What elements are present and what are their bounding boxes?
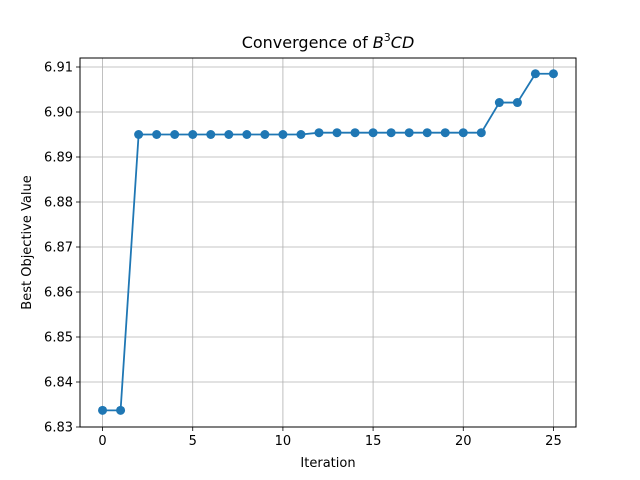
y-tick-label: 6.89	[44, 151, 73, 166]
y-tick-label: 6.86	[44, 286, 73, 301]
x-tick-label: 25	[545, 434, 562, 449]
data-point	[206, 130, 216, 139]
data-point	[494, 98, 504, 108]
y-tick-label: 6.87	[44, 241, 73, 256]
series-line	[102, 72, 554, 412]
data-point	[188, 130, 198, 139]
data-point	[98, 405, 108, 415]
x-tick-label: 10	[275, 434, 292, 449]
data-point	[530, 69, 540, 79]
x-axis-ticks: 0 5 10 15 20 25	[98, 427, 562, 449]
data-point	[242, 130, 252, 139]
x-tick-label: 15	[365, 434, 382, 449]
data-point	[422, 128, 432, 138]
x-tick-label: 5	[189, 434, 197, 449]
x-tick-label: 0	[98, 434, 106, 449]
chart-title: Convergence of B3CD	[242, 31, 415, 52]
data-point	[548, 69, 558, 79]
data-point	[296, 130, 306, 139]
x-axis-label: Iteration	[300, 456, 355, 471]
y-axis-label: Best Objective Value	[20, 175, 35, 309]
data-point	[152, 130, 162, 139]
data-point	[170, 130, 180, 139]
y-tick-label: 6.85	[44, 331, 73, 346]
y-tick-label: 6.90	[44, 106, 73, 121]
grid-lines	[80, 58, 576, 428]
plot-frame	[79, 57, 577, 428]
data-point	[116, 405, 126, 415]
chart-title-text: Convergence of	[242, 33, 373, 52]
data-point	[134, 130, 144, 139]
data-point	[278, 130, 288, 139]
y-axis-ticks: 6.83 6.84 6.85 6.86 6.87 6.88 6.89 6.90 6.91	[44, 61, 80, 436]
series-group	[98, 69, 558, 415]
data-point	[404, 128, 414, 138]
data-point	[314, 128, 324, 138]
data-point	[260, 130, 270, 139]
data-point	[350, 128, 360, 138]
chart-title-math-rest: CD	[391, 33, 415, 52]
data-point	[332, 128, 342, 138]
data-point	[512, 98, 522, 108]
y-tick-label: 6.91	[44, 61, 73, 76]
y-tick-label: 6.83	[44, 421, 73, 436]
y-tick-label: 6.88	[44, 196, 73, 211]
chart-title-math-base: B	[373, 33, 384, 52]
chart-title-math-sup: 3	[384, 31, 391, 44]
x-tick-label: 20	[455, 434, 472, 449]
data-point	[458, 128, 468, 138]
data-point	[368, 128, 378, 138]
y-tick-label: 6.84	[44, 376, 73, 391]
data-point	[440, 128, 450, 138]
data-point	[476, 128, 486, 138]
data-point	[224, 130, 234, 139]
data-point	[386, 128, 396, 138]
